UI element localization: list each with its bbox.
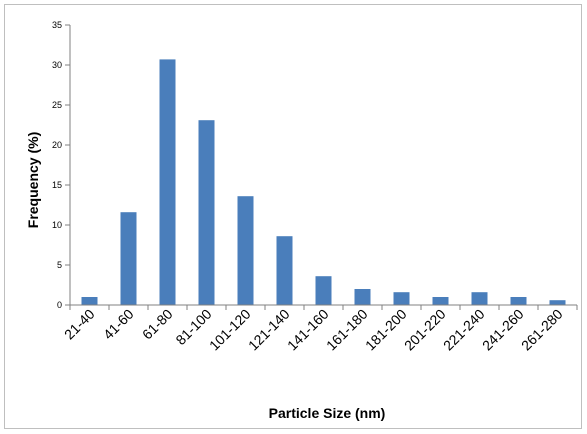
bar — [276, 236, 293, 305]
x-tick-label: 21-40 — [61, 306, 98, 343]
bar — [510, 297, 527, 305]
y-tick-label: 0 — [57, 300, 62, 310]
x-tick-label: 41-60 — [100, 306, 137, 343]
x-tick-label: 101-120 — [206, 306, 254, 354]
y-tick-label: 35 — [52, 20, 62, 30]
x-tick-label: 261-280 — [518, 306, 566, 354]
bar — [354, 289, 371, 305]
bars — [81, 59, 566, 306]
x-tick-label: 121-140 — [245, 306, 293, 354]
x-tick-label: 141-160 — [284, 306, 332, 354]
y-tick-label: 30 — [52, 60, 62, 70]
x-tick-label: 181-200 — [362, 306, 410, 354]
x-axis-title: Particle Size (nm) — [269, 405, 386, 421]
bar — [471, 292, 488, 305]
y-axis-ticks: 0 5 10 15 20 25 30 35 — [52, 20, 70, 310]
y-tick-label: 20 — [52, 140, 62, 150]
bar — [237, 196, 254, 305]
x-tick-label: 161-180 — [323, 306, 371, 354]
y-tick-label: 5 — [57, 260, 62, 270]
bar — [393, 292, 410, 305]
axes — [69, 25, 577, 306]
x-axis-tick-labels: 21-40 41-60 61-8081-100101-120121-140141-1… — [61, 305, 578, 354]
x-tick-label: 241-260 — [479, 306, 527, 354]
x-tick-label: 201-220 — [401, 306, 449, 354]
chart-frame — [4, 4, 582, 429]
y-tick-label: 15 — [52, 180, 62, 190]
bar — [315, 276, 332, 305]
bar — [549, 300, 566, 305]
bar — [432, 297, 449, 305]
y-tick-label: 10 — [52, 220, 62, 230]
bar — [198, 120, 215, 305]
bar — [120, 212, 137, 305]
y-tick-label: 25 — [52, 100, 62, 110]
x-tick-label: 61-80 — [139, 306, 176, 343]
bar — [81, 297, 98, 305]
y-axis-title: Frequency (%) — [25, 132, 41, 228]
x-tick-label: 221-240 — [440, 306, 488, 354]
bar — [159, 59, 176, 306]
